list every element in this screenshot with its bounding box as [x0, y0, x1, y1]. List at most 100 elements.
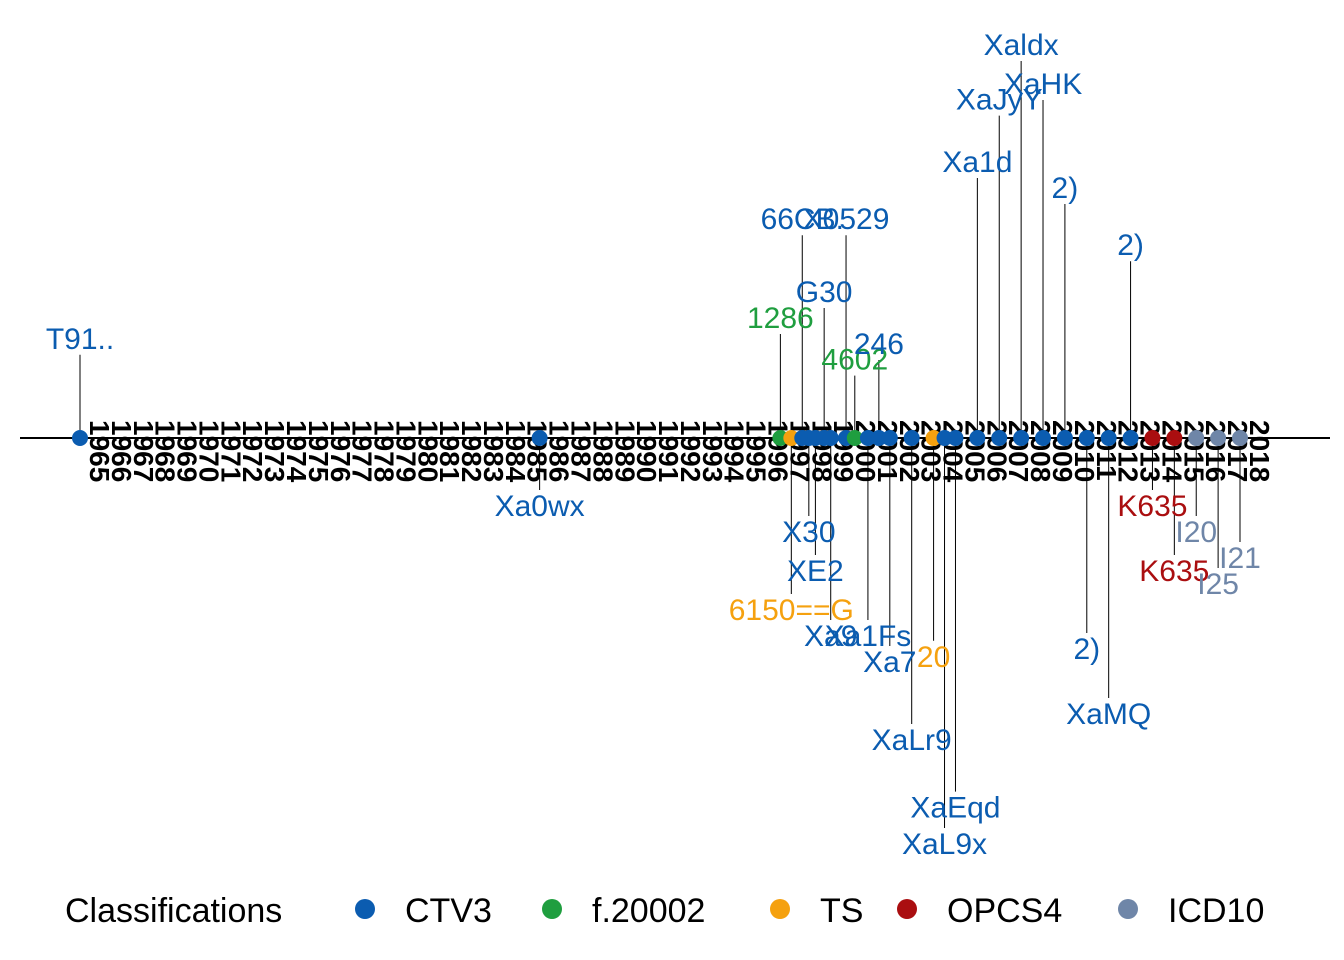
event-point [991, 430, 1008, 446]
event-point [903, 430, 920, 446]
event-point [1166, 430, 1183, 446]
year-tick-label: 1990 [631, 420, 662, 482]
year-tick-label: 1974 [281, 420, 312, 483]
event-label: K635 [1139, 555, 1209, 588]
year-tick-label: 1969 [172, 420, 203, 482]
event-label: Xaldx [984, 29, 1059, 62]
event-label: I25 [1197, 568, 1239, 601]
event-label: T91.. [46, 323, 114, 356]
year-tick-labels: 1965196619671968196919701971197219731974… [84, 420, 1275, 483]
event-label: I20 [1175, 516, 1217, 549]
event-point [1232, 430, 1248, 446]
legend-key-ts [770, 899, 790, 919]
event-label: 20 [917, 641, 950, 674]
year-tick-label: 1971 [215, 420, 246, 482]
legend-label: f.20002 [592, 892, 705, 930]
event-point [72, 430, 88, 446]
year-tick-label: 1991 [653, 420, 684, 482]
year-tick-label: 2018 [1244, 420, 1275, 482]
event-label: K635 [1117, 490, 1187, 523]
year-tick-label: 1987 [566, 420, 597, 482]
event-label: 2) [1117, 229, 1144, 262]
year-tick-label: 1973 [259, 420, 290, 482]
year-tick-label: 1981 [434, 420, 465, 482]
event-label: G30 [796, 276, 853, 309]
event-label: X0529 [803, 203, 890, 236]
year-tick-label: 1982 [456, 420, 487, 482]
event-point [1013, 430, 1030, 446]
event-point [870, 430, 887, 446]
event-points [72, 430, 1248, 446]
event-label: 246 [854, 328, 904, 361]
event-point [1144, 430, 1161, 446]
year-tick-label: 2011 [1091, 420, 1122, 481]
year-tick-label: 1968 [150, 420, 181, 482]
event-label: 66CB. [761, 203, 844, 236]
event-label: X30 [782, 516, 835, 549]
year-tick-label: 1989 [609, 420, 640, 482]
event-point [1035, 430, 1052, 446]
event-label: I21 [1219, 542, 1261, 575]
event-point [1188, 430, 1205, 446]
year-tick-label: 1995 [741, 420, 772, 482]
event-label: 2) [1052, 172, 1079, 205]
year-tick-label: 1994 [719, 420, 750, 483]
event-label: XaJyY [956, 84, 1043, 117]
event-label: XE2 [787, 555, 844, 588]
event-point [925, 430, 942, 446]
year-tick-label: 1979 [390, 420, 421, 482]
legend-label: CTV3 [405, 892, 492, 930]
event-point [783, 430, 800, 446]
event-point [1056, 430, 1073, 446]
event-point [822, 430, 839, 446]
year-tick-label: 1978 [369, 420, 400, 482]
event-point [846, 430, 863, 446]
year-tick-label: 1977 [347, 420, 378, 482]
event-label: Xa7 [863, 646, 916, 679]
event-label: XaL9x [902, 828, 987, 861]
event-point [969, 430, 986, 446]
legend-key-ctv3 [355, 899, 375, 919]
event-label: XaLr9 [872, 724, 952, 757]
event-labels: T91.. Xa0wx 1286 6150==G 66CB. X30 XE2 G30 Xa9 X0… [46, 29, 1261, 861]
event-point [947, 430, 964, 446]
year-tick-label: 1992 [675, 420, 706, 482]
event-stems [79, 61, 1241, 828]
event-label: 6150==G [729, 594, 854, 627]
year-tick-label: 1986 [544, 420, 575, 482]
event-point [1210, 430, 1227, 446]
event-point [936, 430, 953, 446]
year-tick-label: 1993 [697, 420, 728, 482]
year-tick-label: 1988 [587, 420, 618, 482]
event-point [1078, 430, 1095, 446]
event-label: 2) [1073, 633, 1100, 666]
event-label: Xa1d [942, 146, 1012, 179]
event-label: 4602 [821, 344, 888, 377]
year-tick-label: 1975 [303, 420, 334, 482]
year-tick-label: 1966 [106, 420, 137, 482]
event-point [772, 430, 789, 446]
year-tick-label: 1983 [478, 420, 509, 482]
event-point [1122, 430, 1139, 446]
legend-key-opcs4 [897, 899, 917, 919]
event-label: Xa1Fs [825, 620, 912, 653]
event-point [1100, 430, 1117, 446]
year-tick-label: 1980 [412, 420, 443, 482]
legend-title: Classifications [65, 892, 282, 930]
legend-label: ICD10 [1168, 892, 1264, 930]
year-tick-label: 1984 [500, 420, 531, 483]
legend-label: TS [820, 892, 863, 930]
event-label: Xa9 [804, 620, 857, 653]
year-tick-label: 1970 [193, 420, 224, 482]
event-label: XaEqd [910, 792, 1000, 825]
event-point [531, 430, 548, 446]
year-tick-label: 1965 [84, 420, 115, 482]
legend-key-f20002 [542, 899, 562, 919]
legend: Classifications CTV3 f.20002 TS OPCS4 ICD10 [65, 892, 1264, 930]
event-label: XaHK [1004, 68, 1082, 101]
event-point [881, 430, 898, 446]
event-point [859, 430, 876, 446]
year-tick-label: 1972 [237, 420, 268, 482]
year-tick-label: 1967 [128, 420, 159, 482]
